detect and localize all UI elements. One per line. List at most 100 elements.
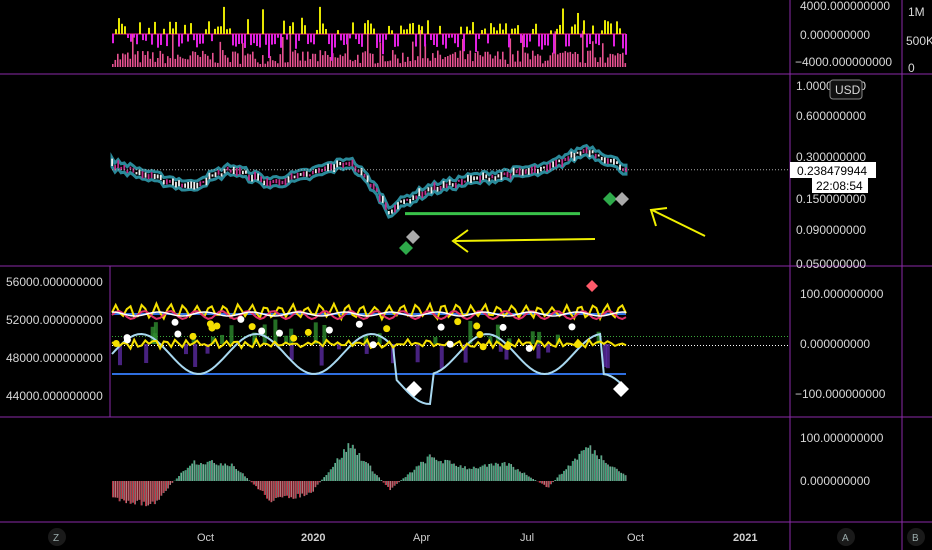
volume-bar [442,59,444,67]
delta-bar [256,34,258,47]
histogram-bar [591,453,593,481]
delta-bar [202,34,204,44]
histogram-bar-highlight [344,449,345,481]
corner-mid-label: A [842,533,849,544]
histogram-bar [191,463,193,481]
volume-bar [269,56,272,67]
histogram-bar-highlight [115,481,116,498]
volume-bar [204,54,207,67]
volume-bar [207,55,209,67]
histogram-bar-highlight [562,473,563,481]
histogram-bar [596,455,598,481]
osc-green-fill [363,334,368,344]
histogram-bar [145,481,147,507]
histogram-bar [466,469,468,481]
price-candle [327,163,329,172]
osc-signal-dot [383,325,391,333]
price-candle [111,158,113,167]
histogram-bar-highlight [346,451,347,481]
osc-purple-fill [193,344,198,367]
histogram-bar [607,464,609,481]
price-candle [451,183,454,187]
price-candle [579,151,582,156]
volume-bar [337,57,339,67]
delta-bar [601,30,603,34]
price-candle [339,162,342,166]
volume-bar [124,54,127,67]
histogram-bar-highlight [469,468,471,481]
histogram-bar [268,481,270,501]
osc-green-fill [210,336,215,344]
histogram-bar [116,481,118,498]
delta-bar [448,34,450,38]
osc-green-fill [495,324,500,344]
histogram-bar-highlight [146,481,147,507]
histogram-bar-highlight [337,458,339,481]
delta-bar [175,21,177,34]
delta-bar [442,34,444,45]
price-candle [387,211,390,215]
histogram-bar-highlight [113,481,114,498]
price-candle [214,172,217,177]
histogram-bar [182,471,184,481]
histogram-bar [316,481,318,485]
histogram-bar [455,465,457,481]
histogram-bar [246,478,248,481]
histogram-bar [314,481,316,488]
price-candle [372,183,375,190]
histogram-bar [257,481,259,490]
histogram-bar-highlight [225,463,226,481]
price-candle [293,175,296,179]
delta-bar [481,30,483,34]
osc-signal-dot [258,327,266,335]
price-candle [561,159,564,168]
volume-bar [569,51,572,67]
histogram-bar-highlight [251,481,253,483]
histogram-bar [274,481,276,498]
histogram-bar [459,465,461,481]
corner-button-left[interactable]: Z [48,528,66,546]
histogram-bar-highlight [548,481,550,488]
delta-bar [121,23,123,34]
histogram-bar-highlight [489,464,490,481]
histogram-bar [453,463,455,481]
currency-button[interactable]: USD [829,79,863,100]
osc-signal-dot [369,341,377,349]
time-label: 2021 [733,532,757,544]
delta-bar [118,18,120,34]
histogram-bar-highlight [243,473,244,481]
price-candle [232,166,235,175]
price-candle [223,168,226,174]
volume-delta-axis: 4000.000000000 0.000000000 −4000.0000000… [795,0,932,75]
volume-bar [522,35,524,67]
volume-bar [119,59,122,67]
histogram-bar-highlight [350,448,352,481]
corner-button-right[interactable]: B [907,528,925,546]
arrow-left-head [451,229,469,253]
histogram-bar [358,453,360,481]
osc-purple-fill [364,344,369,354]
histogram-bar [494,462,496,481]
histogram-bar [120,481,122,499]
histogram-bar [417,465,419,481]
histogram-bar [552,481,554,483]
histogram-bar-highlight [339,459,341,481]
histogram-bar [567,465,569,481]
osc-signal-dot [479,343,487,351]
price-candle [254,171,256,180]
price-panel [110,143,790,255]
osc-purple-fill [504,344,509,360]
osc-signal-dot [476,331,484,339]
volume-bar [259,63,262,67]
volume-bar [299,60,302,67]
osc-green-fill [377,333,382,344]
volume-bar [192,51,194,67]
volume-bar [612,54,614,67]
delta-bar [226,29,228,34]
delta-bar [553,34,555,54]
corner-button-mid[interactable]: A [837,528,855,546]
histogram-bar [217,465,219,481]
volume-bar [172,31,174,68]
price-candle [415,195,418,199]
